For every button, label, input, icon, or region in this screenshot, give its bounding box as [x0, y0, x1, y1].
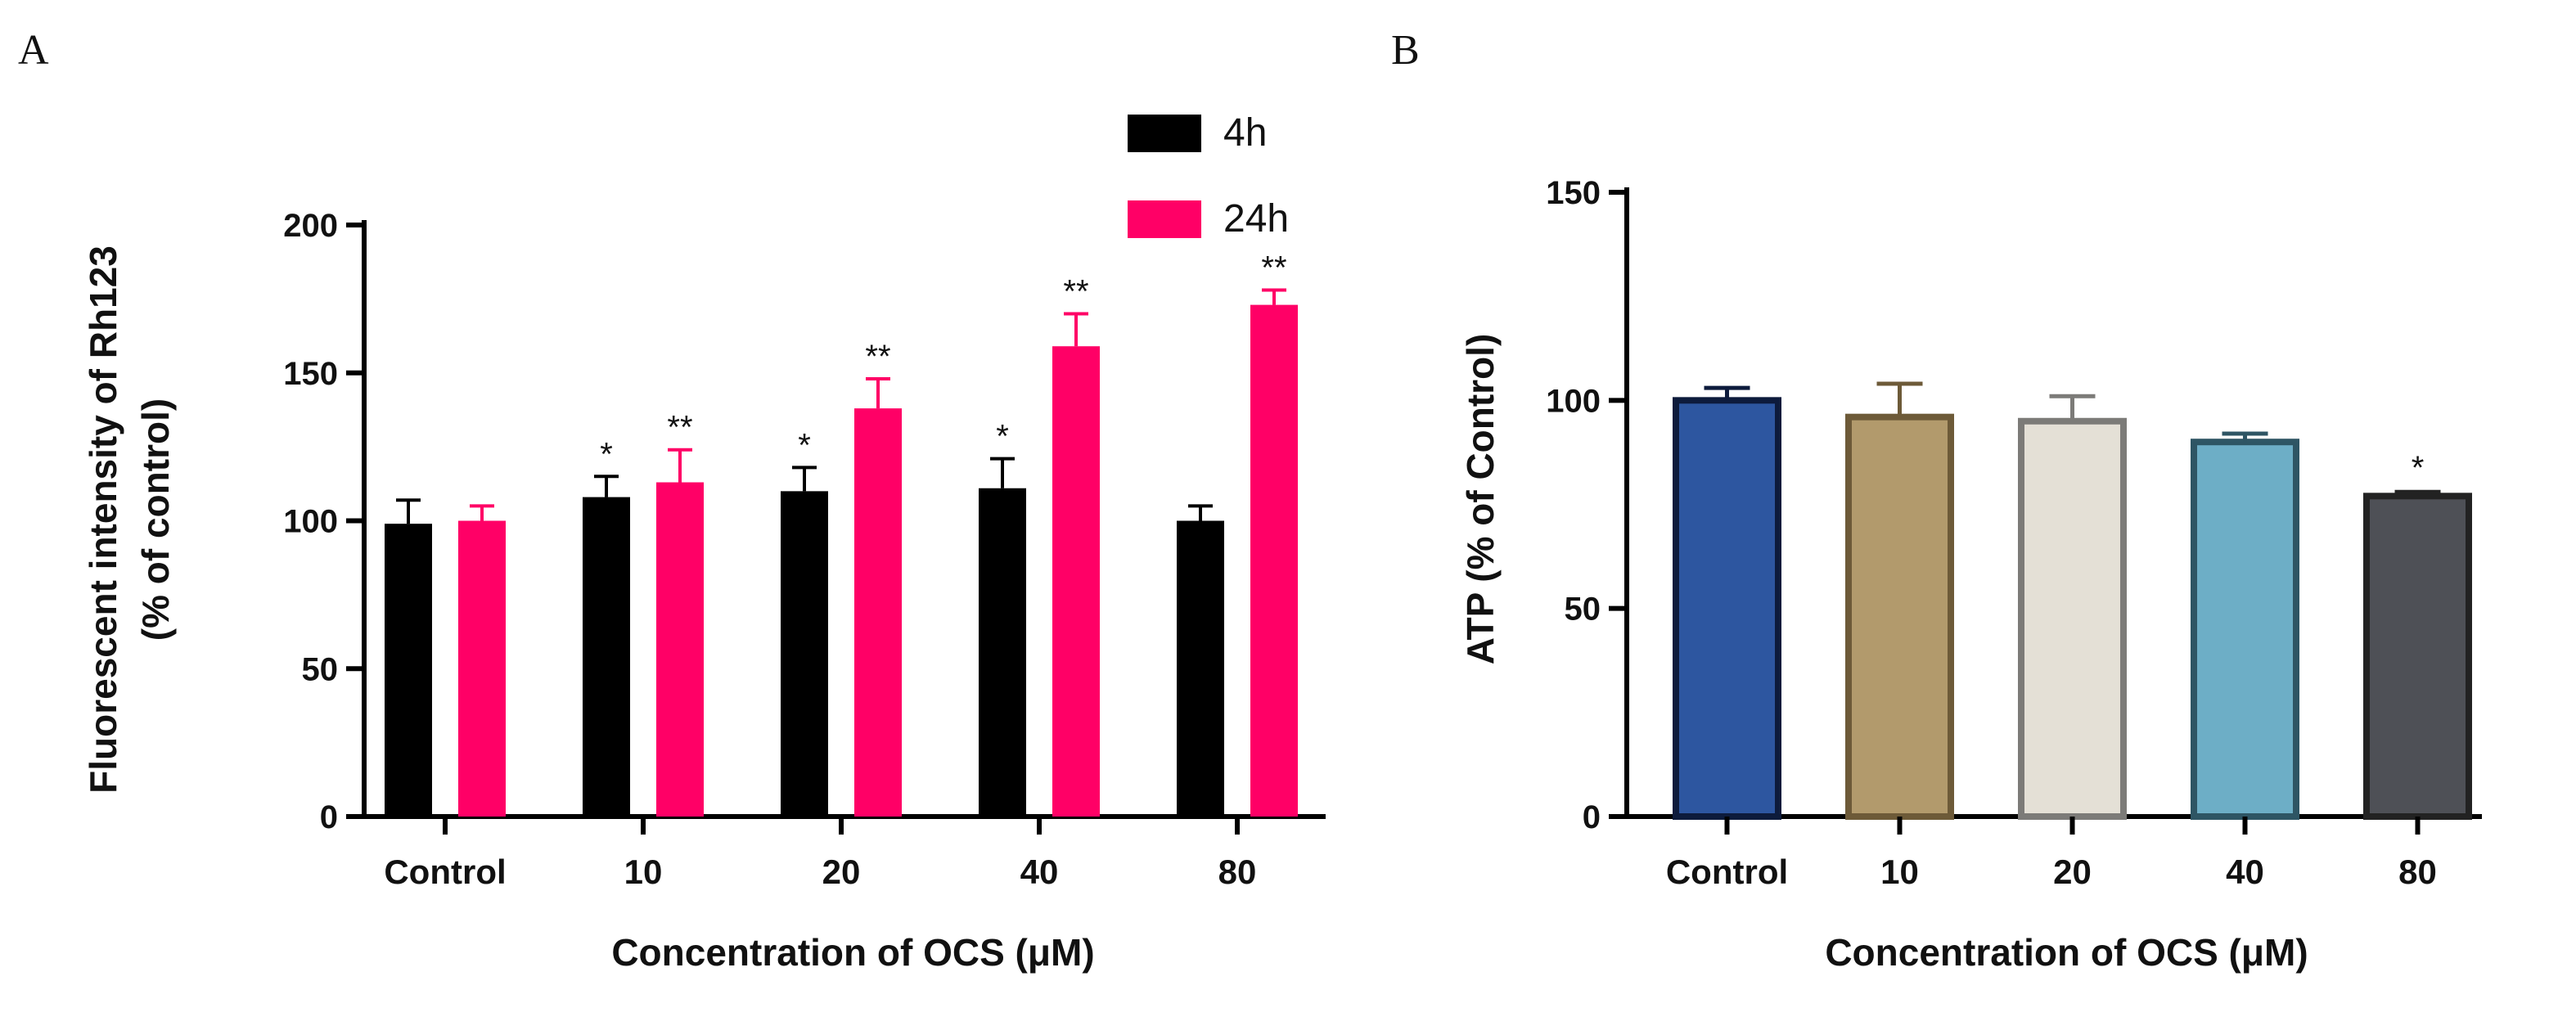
y-tick-label-a-3: 150 [283, 356, 338, 392]
x-tick-label-a-0: Control [384, 853, 506, 891]
bar-a-1-3 [1052, 346, 1100, 817]
x-tick-label-b-1: 10 [1880, 853, 1919, 891]
bar-b-3 [2191, 439, 2299, 820]
panel-label-b: B [1391, 27, 1420, 74]
x-axis-title-b: Concentration of OCS (μM) [1825, 931, 2308, 974]
y-tick-label-a-0: 0 [320, 799, 338, 835]
significance-a-0-3: * [996, 419, 1009, 455]
bar-a-0-4 [1177, 520, 1224, 817]
bar-b-2 [2018, 417, 2127, 820]
bar-a-1-1 [656, 482, 704, 817]
significance-a-0-2: * [798, 427, 811, 463]
y-tick-label-b-1: 50 [1565, 592, 1601, 628]
significance-a-0-1: * [600, 436, 613, 472]
legend-swatch-a-1 [1128, 200, 1201, 238]
bar-b-4 [2363, 493, 2472, 820]
bar-a-0-2 [781, 491, 828, 817]
bar-a-1-4 [1250, 304, 1298, 817]
significance-b-4: * [2412, 450, 2425, 486]
bar-b-0 [1673, 397, 1781, 820]
legend-label-a-1: 24h [1223, 197, 1289, 241]
significance-a-1-3: ** [1063, 273, 1088, 309]
bar-a-1-2 [854, 408, 902, 817]
y-axis-title-b: ATP (% of Control) [1459, 334, 1502, 665]
chart-b: 0 50 100 150 Control 10 20 40 80 * Concentration o… [1459, 175, 2482, 974]
panel-label-a: A [18, 27, 49, 74]
bar-b-1 [1845, 413, 1954, 820]
y-axis-title-a-line2: (% of control) [134, 398, 177, 641]
legend-label-a-0: 4h [1223, 111, 1267, 155]
bar-a-0-0 [385, 524, 432, 817]
y-tick-label-a-1: 50 [302, 651, 339, 687]
y-tick-label-a-2: 100 [283, 504, 338, 540]
significance-a-1-4: ** [1261, 250, 1286, 286]
x-tick-label-a-4: 80 [1218, 853, 1257, 891]
y-tick-label-b-0: 0 [1583, 799, 1601, 835]
bar-a-0-1 [583, 497, 630, 817]
y-tick-label-a-4: 200 [283, 208, 338, 244]
x-tick-label-a-1: 10 [624, 853, 663, 891]
significance-a-1-1: ** [667, 410, 692, 446]
bar-a-1-0 [458, 520, 506, 817]
significance-a-1-2: ** [865, 339, 890, 375]
y-tick-label-b-3: 150 [1546, 175, 1601, 211]
x-tick-label-b-3: 40 [2226, 853, 2264, 891]
bar-a-0-3 [979, 488, 1026, 817]
x-tick-label-b-2: 20 [2053, 853, 2092, 891]
x-tick-label-a-3: 40 [1020, 853, 1059, 891]
x-tick-label-b-4: 80 [2398, 853, 2437, 891]
x-axis-title-a: Concentration of OCS (μM) [611, 931, 1094, 974]
y-tick-label-b-2: 100 [1546, 383, 1601, 419]
x-tick-label-b-0: Control [1666, 853, 1788, 891]
x-tick-label-a-2: 20 [822, 853, 861, 891]
y-axis-title-a-line1: Fluorescent intensity of Rh123 [82, 245, 124, 794]
legend-swatch-a-0 [1128, 115, 1201, 152]
